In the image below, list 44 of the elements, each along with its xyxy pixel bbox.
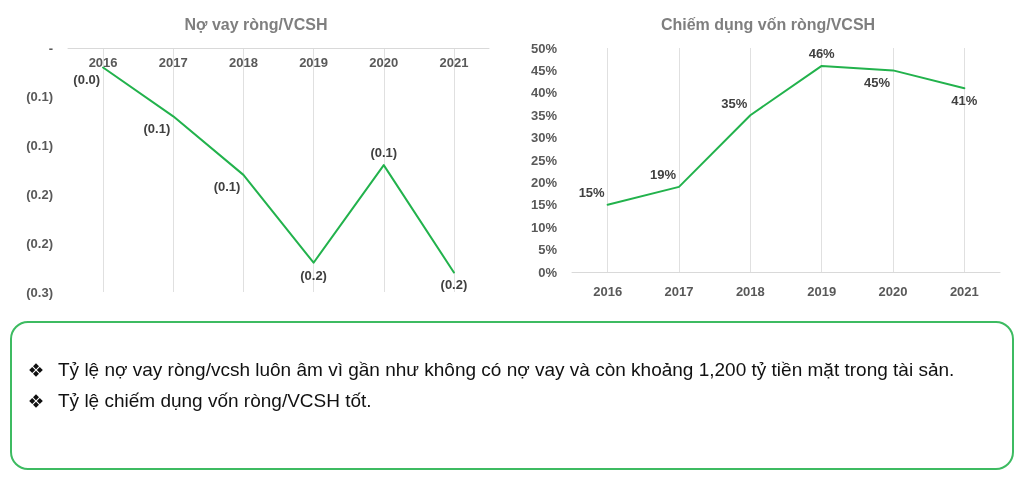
y-tick-label: (0.1) [26, 138, 53, 154]
data-label: (0.1) [213, 179, 241, 195]
data-label: 46% [808, 45, 836, 61]
data-label: (0.2) [440, 277, 468, 293]
y-tick-label: (0.2) [26, 235, 53, 251]
data-label: 15% [578, 185, 606, 201]
y-tick-label: (0.2) [26, 186, 53, 202]
x-tick-label: 2017 [158, 55, 188, 70]
data-label: (0.0) [73, 72, 101, 88]
chart-title: Nợ vay ròng/VCSH [184, 15, 328, 33]
y-tick-label: (0.1) [26, 89, 53, 105]
chart-title: Chiếm dụng vốn ròng/VCSH [660, 15, 876, 33]
x-tick-label: 2017 [664, 284, 694, 299]
y-tick-label: 5% [538, 242, 558, 258]
x-tick-label: 2020 [369, 55, 399, 70]
x-tick-label: 2021 [949, 284, 979, 299]
y-tick-label: 45% [530, 62, 558, 78]
y-tick-label: (0.3) [26, 284, 53, 300]
y-tick-label: 10% [530, 219, 558, 235]
data-label: (0.2) [300, 267, 327, 283]
x-tick-label: 2016 [88, 55, 118, 70]
y-tick-label: 15% [530, 197, 558, 213]
rounded-frame: Tỷ lệ nợ vay ròng/vcsh luôn âm vì gần như không có nợ vay và còn khoảng 1,200 tỷ tiền mặt trong tài sản. Tỷ lệ chiếm dụng vốn ròng/VCSH tốt. [10, 321, 1014, 470]
x-tick-label: 2019 [807, 284, 837, 299]
y-tick-label: 35% [530, 107, 558, 123]
x-tick-label: 2020 [878, 284, 908, 299]
y-tick-label: 25% [530, 152, 558, 168]
x-tick-label: 2019 [299, 55, 329, 70]
y-tick-label: 20% [530, 174, 558, 190]
data-label: 35% [721, 95, 748, 111]
data-label: (0.1) [143, 120, 171, 136]
data-label: 19% [649, 167, 677, 183]
y-tick-label: 50% [530, 40, 558, 56]
x-tick-label: 2018 [735, 284, 765, 299]
y-tick-label: 30% [530, 130, 558, 146]
y-tick-label: 0% [538, 264, 558, 280]
x-tick-label: 2021 [439, 55, 469, 70]
y-tick-label: - [48, 40, 53, 56]
data-label: (0.1) [370, 145, 398, 161]
data-label: 41% [951, 93, 978, 109]
x-tick-label: 2018 [228, 55, 258, 70]
y-tick-label: 40% [530, 85, 558, 101]
data-label: 45% [863, 74, 891, 90]
x-tick-label: 2016 [593, 284, 623, 299]
